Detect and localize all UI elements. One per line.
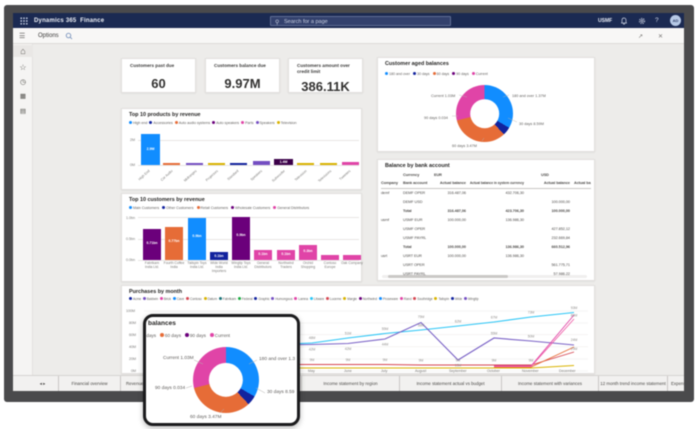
svg-text:9M: 9M — [346, 358, 351, 362]
svg-text:50M: 50M — [528, 335, 535, 339]
svg-text:55M: 55M — [382, 327, 389, 331]
svg-text:62M: 62M — [455, 320, 462, 324]
svg-text:42M: 42M — [345, 347, 352, 351]
svg-text:44M: 44M — [382, 343, 389, 347]
svg-text:13M: 13M — [455, 364, 462, 368]
svg-text:67M: 67M — [491, 316, 498, 320]
svg-text:9M: 9M — [456, 359, 461, 363]
svg-text:9M: 9M — [529, 359, 534, 363]
svg-text:55M: 55M — [491, 332, 498, 336]
svg-text:24M: 24M — [571, 338, 578, 342]
svg-text:51M: 51M — [345, 332, 352, 336]
svg-text:9M: 9M — [310, 358, 315, 362]
svg-text:93M: 93M — [571, 306, 578, 310]
svg-text:86M: 86M — [571, 314, 578, 318]
svg-text:48M: 48M — [309, 336, 316, 340]
svg-text:42M: 42M — [309, 348, 316, 352]
svg-text:9M: 9M — [383, 358, 388, 362]
svg-text:9M: 9M — [492, 359, 497, 363]
svg-text:73M: 73M — [528, 311, 535, 315]
svg-text:29M: 29M — [571, 347, 578, 351]
svg-text:9M: 9M — [419, 359, 424, 363]
svg-text:58M: 58M — [418, 324, 425, 328]
svg-text:75M: 75M — [418, 315, 425, 319]
